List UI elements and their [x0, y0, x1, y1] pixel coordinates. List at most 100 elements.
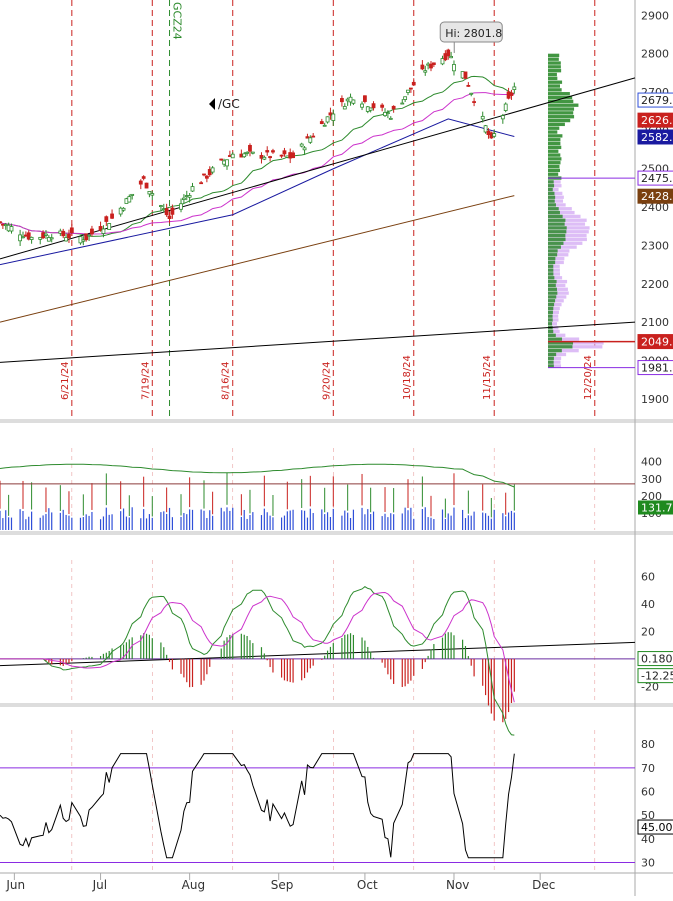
candle-body: [187, 195, 192, 198]
volume-profile-bar: [548, 268, 560, 272]
candle-body: [159, 205, 163, 207]
volume-profile-bar: [548, 99, 574, 104]
candle-body: [408, 87, 413, 90]
rsi-tick-label: 50: [641, 809, 655, 822]
volume-profile-bar: [548, 310, 559, 314]
price-tag: [637, 92, 673, 108]
price-tick-label: 2100: [641, 316, 669, 329]
candle-body: [21, 236, 25, 239]
candle-body: [466, 84, 471, 87]
volume-profile-bar: [548, 276, 563, 280]
candle-body: [67, 233, 71, 239]
volume-profile-bar: [548, 191, 563, 196]
candle-body: [259, 154, 264, 159]
candle-body: [230, 153, 235, 159]
volume-profile-bar: [548, 272, 561, 276]
candle-body: [383, 111, 387, 117]
candle-body: [0, 221, 2, 224]
expiry-date-label: 7/19/24: [140, 361, 151, 400]
volume-tick-label: 400: [641, 456, 662, 469]
volume-profile-bar: [548, 57, 559, 61]
volume-profile-bar: [548, 287, 568, 291]
sma-long-line: [0, 195, 515, 323]
macd-tick-label: 20: [641, 625, 655, 638]
volume-profile-bar: [548, 337, 580, 341]
rsi-value-tag: [637, 819, 673, 835]
candle-body: [509, 92, 514, 96]
macd-signal-line: [0, 591, 515, 703]
candle-body: [26, 232, 31, 240]
month-label: Jun: [5, 878, 25, 892]
volume-profile-bar: [548, 76, 558, 81]
macd-value-tag: [637, 651, 673, 667]
macd-value: 0.1801: [641, 653, 673, 666]
candle-body: [265, 150, 270, 153]
candle-body: [29, 236, 34, 240]
trendline-upper: [0, 77, 636, 260]
volume-profile-bar: [548, 260, 564, 265]
sma-slow-line: [0, 118, 515, 266]
candle-body: [46, 237, 51, 242]
candle-body: [49, 237, 54, 240]
candle-body: [202, 173, 206, 176]
volume-profile-bar: [548, 249, 570, 253]
candle-body: [423, 70, 428, 73]
volume-profile-bar: [548, 333, 566, 337]
volume-profile-bar-up: [548, 318, 553, 322]
volume-profile-bar: [548, 145, 562, 150]
trendline-lower: [0, 321, 636, 363]
candle-body: [64, 237, 68, 242]
candle-body: [311, 135, 316, 138]
candle-body: [167, 215, 172, 220]
volume-profile-bar-up: [548, 214, 563, 219]
volume-profile-bar: [548, 306, 560, 311]
candle-body: [181, 197, 186, 200]
volume-profile-bar: [548, 115, 575, 119]
month-label: Jul: [92, 878, 107, 892]
volume-profile-bar: [548, 199, 564, 203]
volume-profile-bar-up: [548, 306, 554, 311]
candle-body: [452, 64, 456, 72]
price-tag: [637, 360, 673, 376]
macd-signal-value: -12.25: [641, 670, 673, 683]
candle-body: [512, 86, 517, 90]
volume-profile-bar-up: [548, 329, 554, 334]
volume-profile-bar-up: [548, 226, 567, 230]
volume-profile-bar-up: [548, 268, 554, 272]
candle-body: [463, 71, 468, 79]
volume-profile-bar: [548, 291, 569, 295]
rsi-tick-label: 60: [641, 786, 655, 799]
candle-body: [308, 137, 313, 143]
volume-profile-bar: [548, 245, 577, 249]
volume-tick-label: 200: [641, 490, 662, 503]
volume-profile-bar: [548, 88, 562, 92]
volume-profile-bar-up: [548, 253, 558, 257]
price-tick-label: 2900: [641, 9, 669, 22]
candle-body: [81, 239, 86, 242]
candle-body: [90, 228, 94, 235]
volume-profile-bar: [548, 122, 565, 127]
price-tick-label: 1900: [641, 393, 669, 406]
volume-profile-bar-up: [548, 260, 556, 265]
volume-profile-bar: [548, 168, 560, 173]
candle-body: [388, 117, 393, 120]
expiry-date-label: 9/20/24: [321, 361, 332, 400]
candle-body: [291, 152, 295, 159]
candle-body: [130, 193, 135, 196]
volume-profile-bar-up: [548, 345, 573, 349]
volume-profile-bar: [548, 203, 566, 207]
candle-body: [110, 213, 114, 219]
open-interest-line: [0, 463, 515, 488]
volume-profile-bar: [548, 187, 559, 192]
candle-body: [84, 233, 89, 241]
candle-body: [225, 159, 229, 167]
price-tag-value: 2049.3: [641, 336, 673, 349]
candle-body: [87, 234, 91, 237]
month-label: Nov: [446, 878, 469, 892]
candle-body: [44, 233, 48, 236]
candle-body: [503, 103, 508, 111]
volume-profile-bar: [548, 318, 559, 322]
candle-body: [440, 58, 445, 65]
volume-profile-bar: [548, 237, 587, 242]
candle-body: [302, 147, 307, 151]
